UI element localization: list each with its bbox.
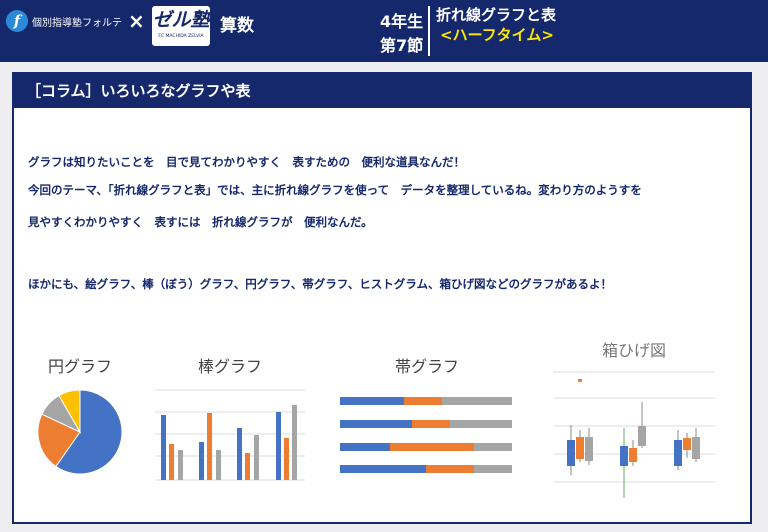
logo-sub: FC MACHIDA ZELVIA xyxy=(158,34,204,39)
unit: 折れ線グラフと表 xyxy=(436,6,557,24)
logo-text: ゼル塾 xyxy=(152,9,210,31)
body-line: ほかにも、絵グラフ、棒（ぼう）グラフ、円グラフ、帯グラフ、ヒストグラム、箱ひげ図… xyxy=(28,277,612,291)
panel-title: ［コラム］いろいろなグラフや表 xyxy=(14,74,750,108)
divider xyxy=(428,6,430,56)
body-line: 今回のテーマ、「折れ線グラフと表」では、主に折れ線グラフを使って データを整理し… xyxy=(28,183,642,197)
body-line: 見やすくわかりやすく 表すには 折れ線グラフが 便利なんだ。 xyxy=(28,215,373,229)
pie-illustration xyxy=(37,389,123,475)
box-illustration xyxy=(553,371,715,498)
subject: 算数 xyxy=(220,16,254,36)
grade: 4年生 xyxy=(380,12,424,31)
illustration-title: 箱ひげ図 xyxy=(602,341,666,360)
body-line: グラフは知りたいことを 目で見てわかりやすく 表すための 便利な道具なんだ！ xyxy=(28,155,465,169)
illustration-title: 帯グラフ xyxy=(395,357,459,376)
bar-illustration xyxy=(155,389,305,481)
illustration-title: 棒グラフ xyxy=(198,357,262,376)
band-illustration xyxy=(340,397,512,473)
brand: 個別指導塾フォルテ xyxy=(32,18,122,29)
section: 第7節 xyxy=(380,36,424,55)
logo: ゼル塾 FC MACHIDA ZELVIA xyxy=(152,6,210,46)
header: f 個別指導塾フォルテ × ゼル塾 FC MACHIDA ZELVIA 算数 4… xyxy=(0,0,768,62)
brand-icon: f xyxy=(6,10,28,32)
panel: ［コラム］いろいろなグラフや表 グラフは知りたいことを 目で見てわかりやすく 表… xyxy=(12,72,752,524)
cross: × xyxy=(128,9,145,33)
illustration-title: 円グラフ xyxy=(48,357,112,376)
subtitle: <ハーフタイム> xyxy=(440,26,554,44)
